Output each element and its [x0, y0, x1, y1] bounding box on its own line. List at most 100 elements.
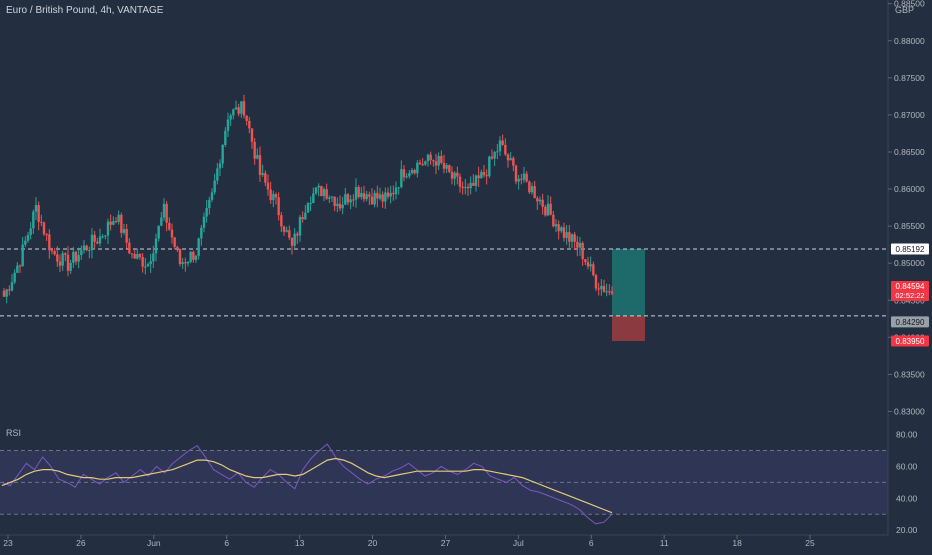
candle-body: [410, 170, 414, 174]
candle-body: [248, 120, 251, 129]
price-tick-label: 0.88500: [894, 0, 925, 9]
rsi-tick-label: 60.00: [896, 461, 918, 471]
candle-body: [597, 288, 600, 290]
candle-body: [581, 242, 584, 260]
candle-body: [125, 229, 128, 243]
rsi-panel: 80.00 60.00 40.00 20.00: [0, 430, 918, 535]
price-tick-label: 0.86000: [894, 184, 925, 194]
rsi-tick-label: 40.00: [896, 493, 918, 503]
candle-body: [429, 154, 432, 161]
candle-body: [216, 168, 219, 181]
candle-body: [565, 232, 568, 238]
candle-body: [210, 192, 214, 200]
candle-body: [301, 217, 304, 220]
candle-body: [117, 214, 120, 222]
candle-body: [445, 165, 448, 169]
candle-body: [184, 262, 187, 264]
candle-body: [466, 186, 470, 189]
candle-body: [592, 264, 595, 276]
candle-body: [504, 144, 507, 155]
candle-body: [229, 115, 232, 120]
candle-body: [266, 182, 270, 190]
candle-body: [330, 196, 334, 198]
candle-body: [538, 199, 542, 202]
candle-body: [560, 227, 563, 232]
candle-body: [320, 185, 323, 197]
candle-body: [208, 199, 211, 209]
candle-body: [610, 291, 614, 294]
stop-price-tag-bg: [891, 335, 929, 347]
candle-body: [605, 291, 608, 293]
candle-body: [490, 156, 494, 159]
price-tick-label: 0.87000: [894, 110, 925, 120]
candle-body: [578, 242, 582, 248]
candle-body: [178, 249, 182, 264]
candle-body: [360, 193, 363, 198]
candle-body: [82, 245, 86, 251]
candle-body: [346, 194, 350, 203]
candle-body: [85, 245, 88, 251]
candle-body: [349, 199, 352, 203]
candle-body: [24, 240, 27, 245]
candle-body: [50, 250, 54, 252]
time-tick-label: 11: [660, 538, 669, 548]
candle-body: [221, 144, 224, 164]
candle-body: [341, 204, 344, 209]
candle-body: [338, 203, 342, 209]
candle-body: [45, 234, 48, 236]
candle-body: [416, 162, 419, 174]
candle-body: [413, 170, 416, 174]
candle-body: [586, 262, 590, 267]
candle-body: [16, 265, 19, 273]
candle-body: [157, 225, 160, 239]
candle-body: [274, 194, 278, 198]
candle-body: [461, 186, 464, 188]
candle-body: [568, 232, 571, 242]
candle-body: [10, 282, 14, 291]
candle-body: [290, 237, 294, 246]
candle-body: [480, 171, 483, 179]
target-zone: [612, 248, 645, 316]
candle-body: [165, 203, 168, 223]
price-tick-label: 0.83500: [894, 369, 925, 379]
candle-body: [285, 230, 288, 232]
candle-body: [213, 180, 216, 193]
candle-body: [264, 173, 267, 183]
candle-body: [520, 178, 523, 180]
price-tick-label: 0.85500: [894, 221, 925, 231]
time-tick-label: Jun: [147, 538, 161, 548]
candle-body: [448, 165, 451, 172]
candle-body: [408, 173, 411, 177]
candle-body: [394, 187, 398, 195]
candle-body: [245, 115, 248, 121]
candle-body: [144, 266, 147, 268]
candle-body: [253, 141, 256, 159]
candle-body: [402, 169, 406, 178]
candle-body: [458, 176, 462, 187]
candle-body: [202, 216, 206, 228]
rsi-tick-label: 20.00: [896, 525, 918, 535]
candle-body: [397, 187, 400, 189]
candle-body: [328, 197, 331, 199]
time-tick-label: 20: [368, 538, 378, 548]
candle-body: [237, 107, 240, 114]
resistance-level-tag: 0.85192: [896, 245, 925, 254]
candle-body: [152, 253, 155, 262]
candle-body: [389, 192, 392, 197]
candle-body: [506, 154, 510, 161]
candle-body: [493, 151, 496, 159]
candle-body: [368, 194, 371, 197]
candle-body: [437, 155, 440, 166]
candle-body: [74, 251, 78, 262]
candle-body: [240, 101, 243, 114]
candle-body: [98, 236, 102, 244]
candle-body: [61, 253, 64, 266]
candle-body: [306, 203, 310, 213]
candle-body: [101, 236, 104, 238]
candle-body: [256, 155, 259, 159]
candle-body: [594, 275, 598, 289]
time-tick-label: 25: [805, 538, 815, 548]
candle-body: [269, 189, 272, 201]
